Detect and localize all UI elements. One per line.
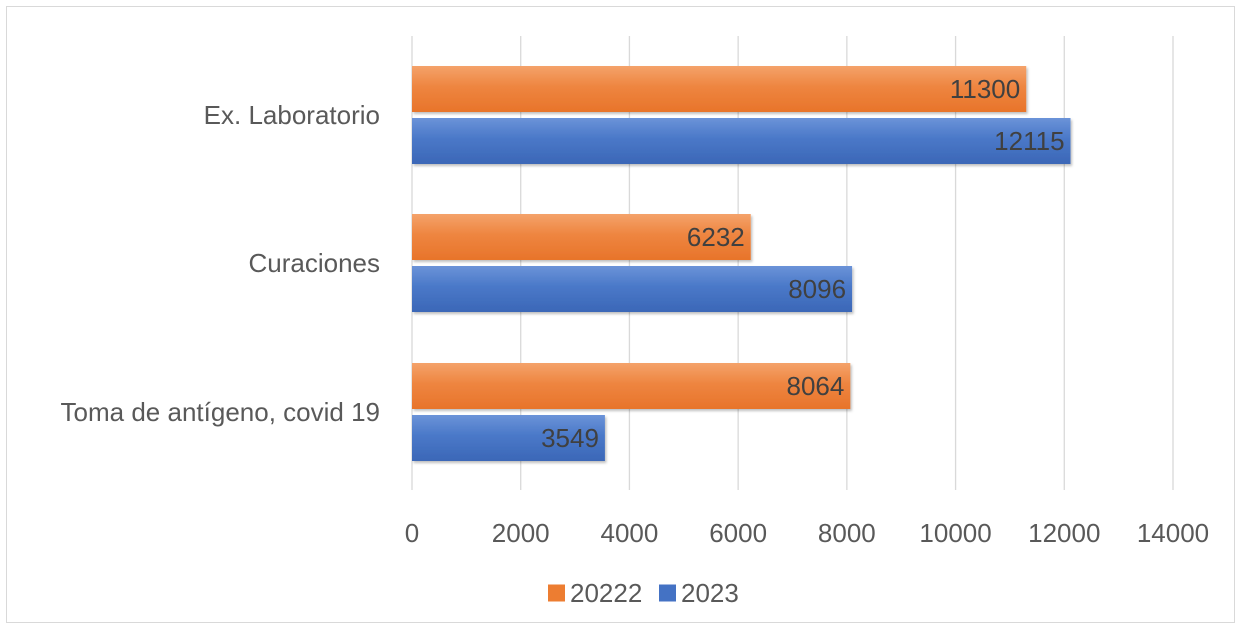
legend-label-20222: 20222 xyxy=(570,578,642,608)
tick-label-8000: 8000 xyxy=(818,518,876,548)
bar-toma-de-ant-geno-covid-19-2023 xyxy=(412,415,605,461)
data-label-ex-laboratorio-2023: 12115 xyxy=(994,126,1064,156)
value-axis: 0 2000 4000 6000 8000 10000 12000 14000 xyxy=(405,518,1209,548)
tick-label-14000: 14000 xyxy=(1137,518,1209,548)
legend: 20222 2023 xyxy=(548,578,739,608)
data-labels: 11300 12115 6232 8096 8064 3549 xyxy=(541,74,1064,453)
tick-label-10000: 10000 xyxy=(919,518,991,548)
legend-label-2023: 2023 xyxy=(681,578,739,608)
bar-ex-laboratorio-20222 xyxy=(412,66,1027,112)
legend-swatch-20222 xyxy=(548,584,565,602)
category-label-toma-de-ant-geno-covid-19: Toma de antígeno, covid 19 xyxy=(61,397,380,427)
data-label-ex-laboratorio-20222: 11300 xyxy=(950,74,1020,104)
data-label-curaciones-2023: 8096 xyxy=(788,274,846,304)
tick-label-4000: 4000 xyxy=(601,518,659,548)
bar-curaciones-2023 xyxy=(412,266,853,312)
category-axis: Ex. Laboratorio Curaciones Toma de antígen… xyxy=(61,100,380,427)
category-label-ex-laboratorio: Ex. Laboratorio xyxy=(204,100,380,130)
bars xyxy=(412,66,1071,461)
tick-label-6000: 6000 xyxy=(709,518,767,548)
tick-label-0: 0 xyxy=(405,518,419,548)
bar-curaciones-20222 xyxy=(412,214,751,260)
legend-swatch-2023 xyxy=(659,584,676,602)
data-label-toma-de-ant-geno-covid-19-20222: 8064 xyxy=(786,371,844,401)
tick-label-2000: 2000 xyxy=(492,518,550,548)
data-label-curaciones-20222: 6232 xyxy=(687,222,745,252)
bar-toma-de-ant-geno-covid-19-20222 xyxy=(412,363,851,409)
tick-label-12000: 12000 xyxy=(1028,518,1100,548)
category-label-curaciones: Curaciones xyxy=(248,248,380,278)
data-label-toma-de-ant-geno-covid-19-2023: 3549 xyxy=(541,423,599,453)
bar-ex-laboratorio-2023 xyxy=(412,118,1071,164)
